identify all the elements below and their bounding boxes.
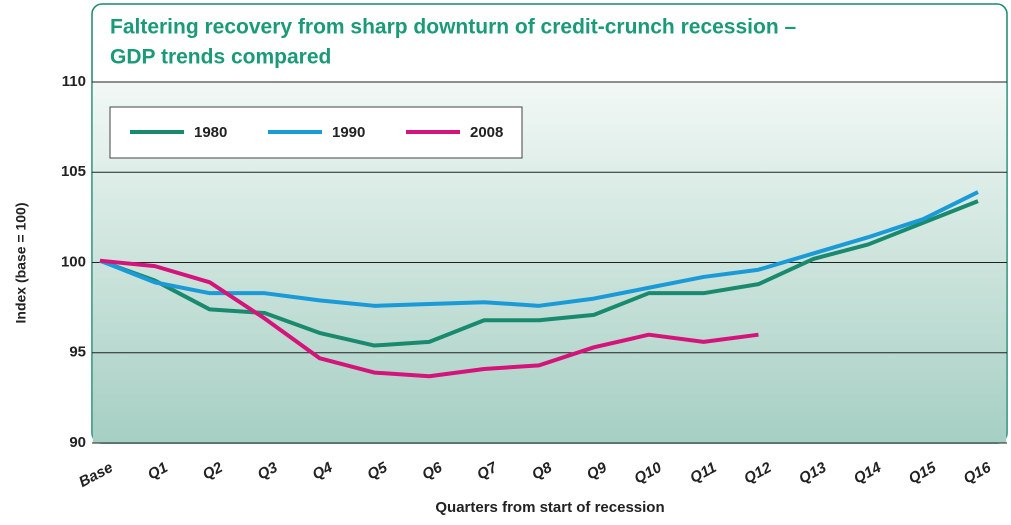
legend-label: 1980	[194, 124, 227, 141]
y-tick-label: 100	[61, 253, 86, 270]
x-tick-label: Q8	[529, 459, 555, 484]
line-series	[99, 190, 979, 308]
legend-label: 2008	[470, 124, 503, 141]
line-series	[99, 258, 759, 379]
x-tick-label: Q16	[961, 459, 995, 488]
x-tick-label: Q5	[364, 459, 390, 484]
x-tick-label: Q13	[796, 459, 830, 488]
x-tick-label: Q9	[584, 459, 610, 484]
x-tick-label: Q4	[310, 459, 336, 484]
x-tick-label: Q14	[851, 459, 885, 488]
x-tick-label: Q12	[741, 459, 775, 488]
x-tick-label: Base	[76, 459, 116, 491]
chart-title: Faltering recovery from sharp downturn o…	[110, 16, 796, 39]
x-tick-label: Q2	[200, 459, 226, 484]
x-tick-label: Q7	[474, 459, 500, 484]
y-tick-label: 90	[69, 434, 86, 451]
x-tick-label: Q6	[419, 459, 445, 484]
x-tick-label: Q10	[631, 459, 665, 488]
line-series	[99, 199, 979, 348]
y-tick-label: 95	[69, 344, 86, 361]
chart-subtitle: GDP trends compared	[110, 46, 331, 69]
y-tick-label: 110	[62, 73, 86, 90]
legend-label: 1990	[332, 124, 365, 141]
x-axis-label: Quarters from start of recession	[435, 499, 664, 516]
y-axis-label: Index (base = 100)	[13, 202, 29, 323]
y-tick-label: 105	[61, 163, 86, 180]
x-tick-label: Q11	[687, 459, 719, 487]
x-tick-label: Q15	[906, 459, 940, 488]
x-tick-label: Q3	[255, 459, 281, 484]
x-tick-label: Q1	[145, 459, 171, 483]
